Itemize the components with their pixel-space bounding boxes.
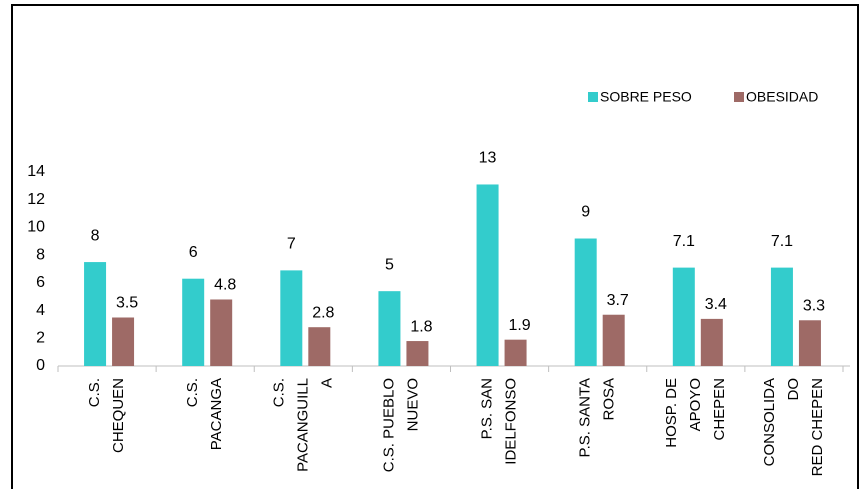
x-tick-label: PACANGUILL: [294, 378, 311, 472]
x-tick-label: C.S.: [270, 378, 287, 407]
data-label: 4.8: [214, 277, 236, 294]
x-tick-label: P.S. SAN: [479, 378, 496, 439]
bar: [700, 318, 723, 366]
y-tick-label: 0: [36, 357, 45, 374]
bar: [602, 314, 625, 366]
y-tick-label: 4: [36, 302, 45, 319]
y-tick-label: 8: [36, 246, 45, 263]
x-tick-label: APOYO: [687, 378, 704, 431]
bar: [672, 267, 695, 366]
legend-swatch: [588, 92, 598, 102]
data-label: 13: [479, 150, 497, 167]
legend-swatch: [734, 92, 744, 102]
x-tick-label: IDELFONSO: [503, 378, 520, 465]
x-tick-label: RED CHEPEN: [809, 378, 826, 476]
data-label: 7.1: [771, 233, 793, 250]
bar: [574, 238, 597, 366]
bar: [308, 327, 331, 366]
data-label: 9: [581, 204, 590, 221]
bar: [770, 267, 793, 366]
bar: [280, 270, 303, 366]
x-tick-label: DO: [785, 378, 802, 401]
data-label: 3.7: [607, 292, 629, 309]
x-tick-label: C.S.: [86, 378, 103, 407]
x-tick-label: HOSP. DE: [663, 378, 680, 448]
data-label: 1.8: [410, 318, 432, 335]
bar: [84, 262, 107, 366]
x-tick-label: C.S. PUEBLO: [380, 378, 397, 472]
bar: [504, 339, 527, 366]
data-label: 6: [189, 244, 198, 261]
x-tick-label: CHEQUEN: [110, 378, 127, 453]
data-label: 7: [287, 236, 296, 253]
x-tick-label: PACANGA: [208, 378, 225, 450]
y-tick-label: 14: [27, 163, 45, 180]
data-label: 8: [91, 227, 100, 244]
bar: [476, 184, 499, 366]
data-label: 3.4: [705, 296, 727, 313]
x-tick-label: CONSOLIDA: [761, 378, 778, 466]
x-tick-label: NUEVO: [404, 378, 421, 431]
y-tick-label: 12: [27, 191, 45, 208]
y-tick-label: 2: [36, 330, 45, 347]
bar: [112, 317, 135, 366]
data-label: 3.3: [803, 297, 825, 314]
data-label: 2.8: [312, 304, 334, 321]
data-label: 7.1: [673, 233, 695, 250]
x-tick-label: A: [318, 378, 335, 388]
data-label: 1.9: [508, 317, 530, 334]
y-tick-label: 6: [36, 274, 45, 291]
bar: [210, 299, 233, 366]
x-tick-label: P.S. SANTA: [577, 378, 594, 457]
x-tick-label: ROSA: [601, 378, 618, 421]
data-label: 3.5: [116, 295, 138, 312]
x-tick-label: CHEPEN: [711, 378, 728, 441]
x-tick-label: C.S.: [184, 378, 201, 407]
bar: [798, 320, 821, 366]
legend-label: SOBRE PESO: [600, 89, 692, 105]
bar: [406, 341, 429, 366]
data-label: 5: [385, 256, 394, 273]
y-tick-label: 10: [27, 219, 45, 236]
bar: [182, 278, 205, 366]
bar: [378, 291, 401, 366]
frame: [11, 4, 859, 489]
legend-label: OBESIDAD: [746, 89, 818, 105]
